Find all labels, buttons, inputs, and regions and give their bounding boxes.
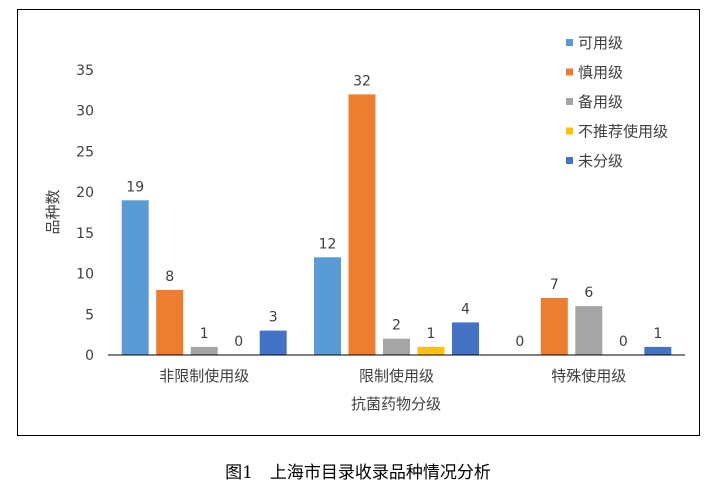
bar (417, 346, 445, 355)
data-label: 1 (653, 326, 662, 342)
data-label: 0 (234, 334, 243, 350)
data-label: 1 (427, 326, 436, 342)
bar (540, 298, 568, 355)
data-label: 0 (515, 334, 524, 350)
bar (314, 257, 341, 355)
y-axis-title: 品种数 (44, 189, 62, 234)
y-tick-label: 30 (76, 104, 94, 120)
y-tick-label: 5 (85, 307, 94, 323)
x-category-label: 限制使用级 (359, 367, 434, 385)
y-tick-label: 0 (85, 348, 94, 364)
y-tick-label: 25 (76, 144, 94, 160)
legend-swatch (566, 98, 573, 105)
data-label: 32 (353, 73, 371, 89)
bar (575, 306, 603, 355)
data-label: 19 (126, 179, 144, 195)
data-label: 3 (269, 310, 278, 326)
bar (644, 346, 672, 355)
data-label: 7 (550, 277, 559, 293)
y-axis-ticks: 0 5 10 15 20 25 30 35 (76, 63, 94, 364)
bar (156, 289, 184, 355)
data-label: 4 (461, 301, 470, 317)
bar (383, 338, 410, 355)
bars (121, 94, 672, 356)
data-label: 6 (584, 285, 593, 301)
legend-label: 不推荐使用级 (578, 123, 668, 141)
chart-frame (17, 9, 700, 436)
data-label: 2 (392, 318, 401, 334)
legend-swatch (566, 127, 573, 135)
legend-swatch (566, 68, 573, 76)
bar (190, 346, 218, 355)
legend-label: 慎用级 (578, 64, 623, 82)
y-tick-label: 10 (76, 267, 94, 283)
x-axis-title: 抗菌药物分级 (351, 395, 441, 413)
x-category-label: 特殊使用级 (551, 367, 626, 385)
figure-caption: 图1 上海市目录收录品种情况分析 (225, 463, 491, 483)
x-axis-categories: 非限制使用级 限制使用级 特殊使用级 (159, 367, 626, 385)
bar (452, 322, 479, 355)
data-labels: 19 8 1 0 3 12 32 2 1 4 0 7 6 0 1 (126, 73, 662, 350)
y-tick-label: 15 (76, 226, 94, 242)
legend-swatch (566, 39, 573, 46)
y-tick-label: 20 (76, 185, 94, 201)
y-tick-label: 35 (76, 63, 94, 79)
bar (348, 94, 376, 356)
legend-label: 未分级 (578, 152, 623, 170)
data-label: 1 (200, 326, 209, 342)
legend-label: 备用级 (578, 93, 623, 111)
bar (121, 200, 149, 355)
data-label: 8 (165, 269, 174, 285)
data-label: 12 (319, 236, 337, 252)
data-label: 0 (619, 334, 628, 350)
bar (259, 330, 287, 355)
x-category-label: 非限制使用级 (159, 367, 249, 385)
legend-label: 可用级 (578, 34, 623, 52)
legend-swatch (566, 157, 573, 164)
